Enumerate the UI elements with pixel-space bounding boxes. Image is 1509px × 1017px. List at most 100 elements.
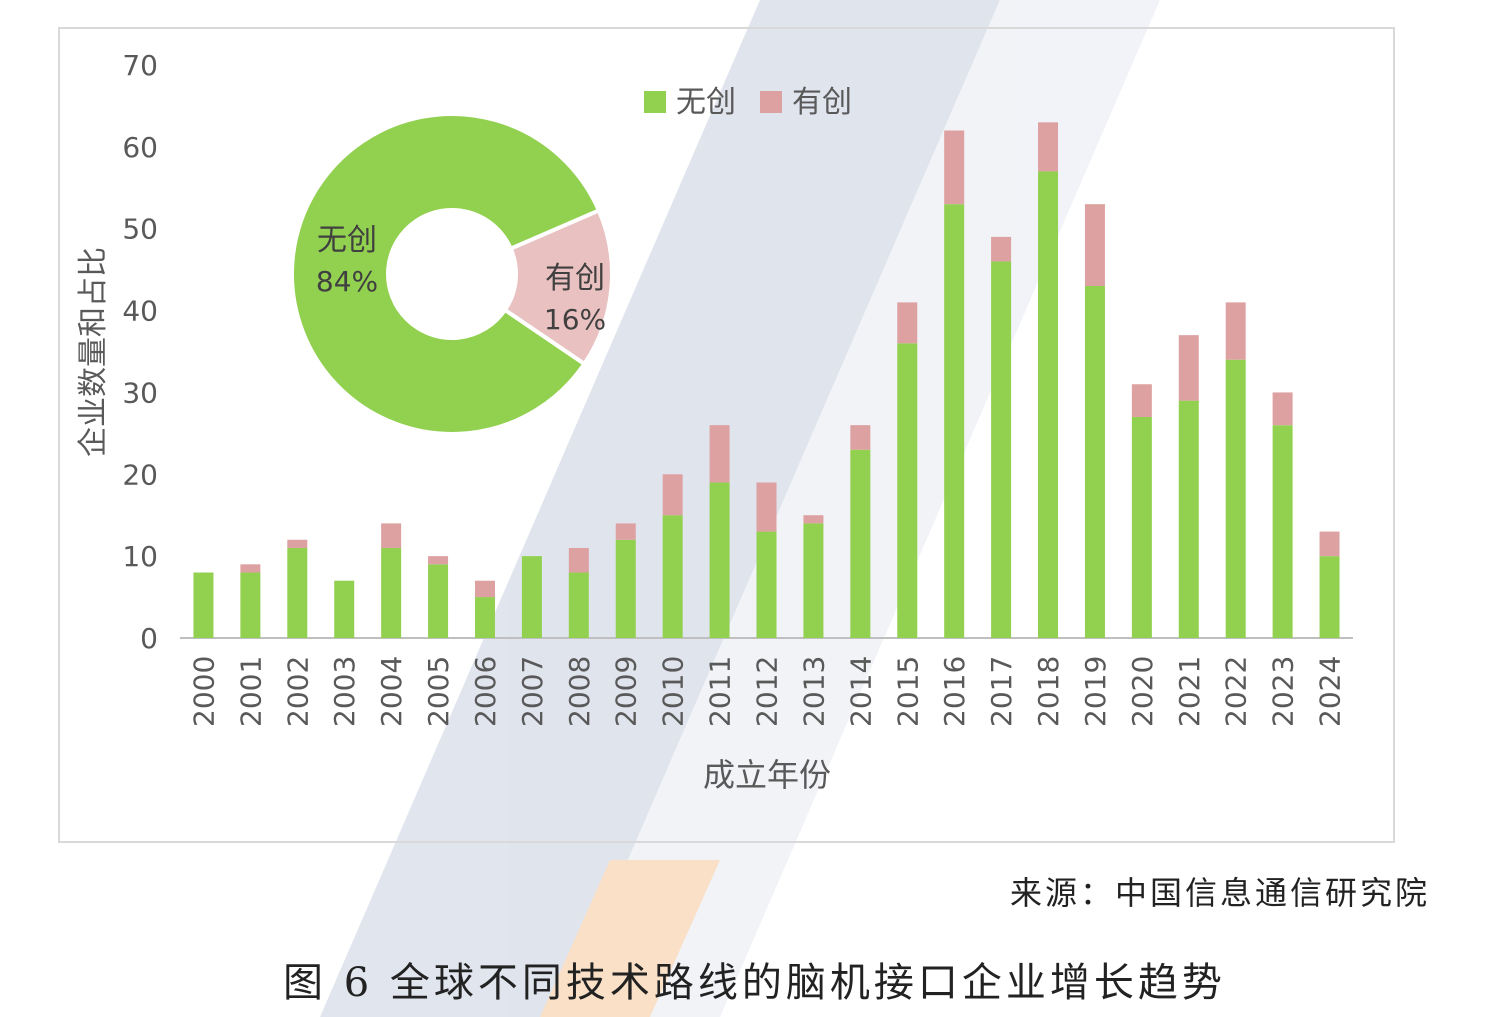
bar-2015-series-1 [897, 302, 918, 344]
x-tick-label: 2023 [1267, 656, 1300, 727]
x-tick-label: 2021 [1173, 656, 1206, 727]
bar-2022-series-1 [1225, 302, 1246, 360]
x-tick-label: 2016 [938, 656, 971, 727]
bar-2024-series-0 [1319, 556, 1340, 638]
x-tick-label: 2010 [657, 656, 690, 727]
y-tick-label: 10 [122, 540, 158, 573]
legend-label-youchuang: 有创 [792, 85, 852, 120]
chart-area [58, 27, 1395, 843]
watermark-stripe-blue [320, 0, 1000, 1017]
bar-2014-series-0 [850, 449, 871, 638]
y-tick-label: 0 [140, 622, 158, 655]
bar-2001-series-1 [240, 564, 261, 573]
bar-2023-series-1 [1272, 392, 1293, 426]
bar-2005-series-0 [428, 564, 449, 638]
source-caption: 来源：中国信息通信研究院 [1010, 874, 1431, 912]
y-tick-label: 50 [122, 213, 158, 246]
bar-2019-series-1 [1084, 204, 1105, 287]
bar-2020-series-0 [1131, 416, 1152, 638]
x-tick-label: 2000 [187, 656, 220, 727]
y-tick-label: 40 [122, 295, 158, 328]
x-tick-label: 2022 [1220, 656, 1253, 727]
bar-2000-series-0 [193, 572, 214, 638]
bar-2008-series-1 [568, 547, 589, 573]
x-tick-label: 2011 [704, 656, 737, 727]
bar-2002-series-0 [287, 547, 308, 638]
x-tick-label: 2004 [375, 656, 408, 727]
donut-label-wuchuang: 无创 [317, 223, 377, 258]
bar-2018-series-0 [1038, 171, 1059, 638]
x-tick-label: 2008 [563, 656, 596, 727]
x-tick-label: 2006 [469, 656, 502, 727]
bar-2011-series-0 [709, 482, 730, 638]
watermark-stripe-orange [540, 860, 720, 1017]
legend-swatch-wuchuang [644, 91, 666, 113]
figure-title: 图 6 全球不同技术路线的脑机接口企业增长趋势 [283, 960, 1226, 1006]
x-tick-label: 2013 [797, 656, 830, 727]
bar-2004-series-1 [381, 523, 402, 548]
bar-2007-series-0 [521, 556, 542, 638]
bar-2009-series-1 [615, 523, 636, 540]
bar-2019-series-0 [1084, 286, 1105, 638]
bar-2004-series-0 [381, 547, 402, 638]
bar-2021-series-1 [1178, 335, 1199, 401]
legend: 无创 有创 [644, 85, 852, 120]
bar-2009-series-0 [615, 539, 636, 638]
donut-slice-1 [502, 207, 614, 367]
bar-2020-series-1 [1131, 384, 1152, 417]
bar-2012-series-0 [756, 531, 777, 638]
x-tick-label: 2001 [234, 656, 267, 727]
bar-2006-series-1 [474, 580, 495, 598]
bar-2005-series-1 [428, 556, 449, 565]
bar-2017-series-0 [991, 261, 1012, 638]
x-tick-label: 2017 [985, 656, 1018, 727]
bar-2010-series-1 [662, 474, 683, 516]
bar-2022-series-0 [1225, 359, 1246, 638]
bar-2016-series-0 [944, 204, 965, 638]
x-tick-label: 2009 [610, 656, 643, 727]
bar-2021-series-0 [1178, 400, 1199, 638]
bar-2008-series-0 [568, 572, 589, 638]
y-tick-label: 20 [122, 458, 158, 491]
x-tick-label: 2020 [1126, 656, 1159, 727]
y-axis-title: 企业数量和占比 [76, 247, 111, 457]
bar-2017-series-1 [991, 236, 1012, 262]
bar-2006-series-0 [474, 597, 495, 638]
bar-2013-series-0 [803, 523, 824, 638]
bar-2002-series-1 [287, 539, 308, 548]
bar-2003-series-0 [334, 580, 355, 638]
bar-2011-series-1 [709, 425, 730, 483]
bar-2014-series-1 [850, 425, 871, 450]
inset-donut-chart [290, 112, 614, 436]
bar-2016-series-1 [944, 130, 965, 205]
y-tick-label: 30 [122, 376, 158, 409]
bar-2010-series-0 [662, 515, 683, 638]
x-tick-label: 2019 [1079, 656, 1112, 727]
x-axis-title: 成立年份 [703, 756, 831, 794]
bar-2012-series-1 [756, 482, 777, 532]
bar-2015-series-0 [897, 343, 918, 638]
bar-2001-series-0 [240, 572, 261, 638]
donut-value-wuchuang: 84% [316, 265, 378, 298]
bar-2018-series-1 [1038, 122, 1059, 172]
x-tick-label: 2003 [328, 656, 361, 727]
x-tick-label: 2014 [844, 656, 877, 727]
y-tick-label: 70 [122, 49, 158, 82]
legend-label-wuchuang: 无创 [676, 85, 736, 120]
x-tick-label: 2007 [516, 656, 549, 727]
donut-slice-0 [290, 112, 602, 436]
y-tick-label: 60 [122, 131, 158, 164]
bar-2013-series-1 [803, 515, 824, 524]
bar-2024-series-1 [1319, 531, 1340, 557]
x-tick-label: 2005 [422, 656, 455, 727]
donut-label-youchuang: 有创 [545, 261, 605, 296]
donut-value-youchuang: 16% [544, 303, 606, 336]
bar-2023-series-0 [1272, 425, 1293, 638]
legend-swatch-youchuang [760, 91, 782, 113]
x-tick-label: 2024 [1314, 656, 1347, 727]
x-tick-label: 2015 [891, 656, 924, 727]
x-tick-label: 2012 [751, 656, 784, 727]
x-tick-label: 2018 [1032, 656, 1065, 727]
x-tick-label: 2002 [281, 656, 314, 727]
